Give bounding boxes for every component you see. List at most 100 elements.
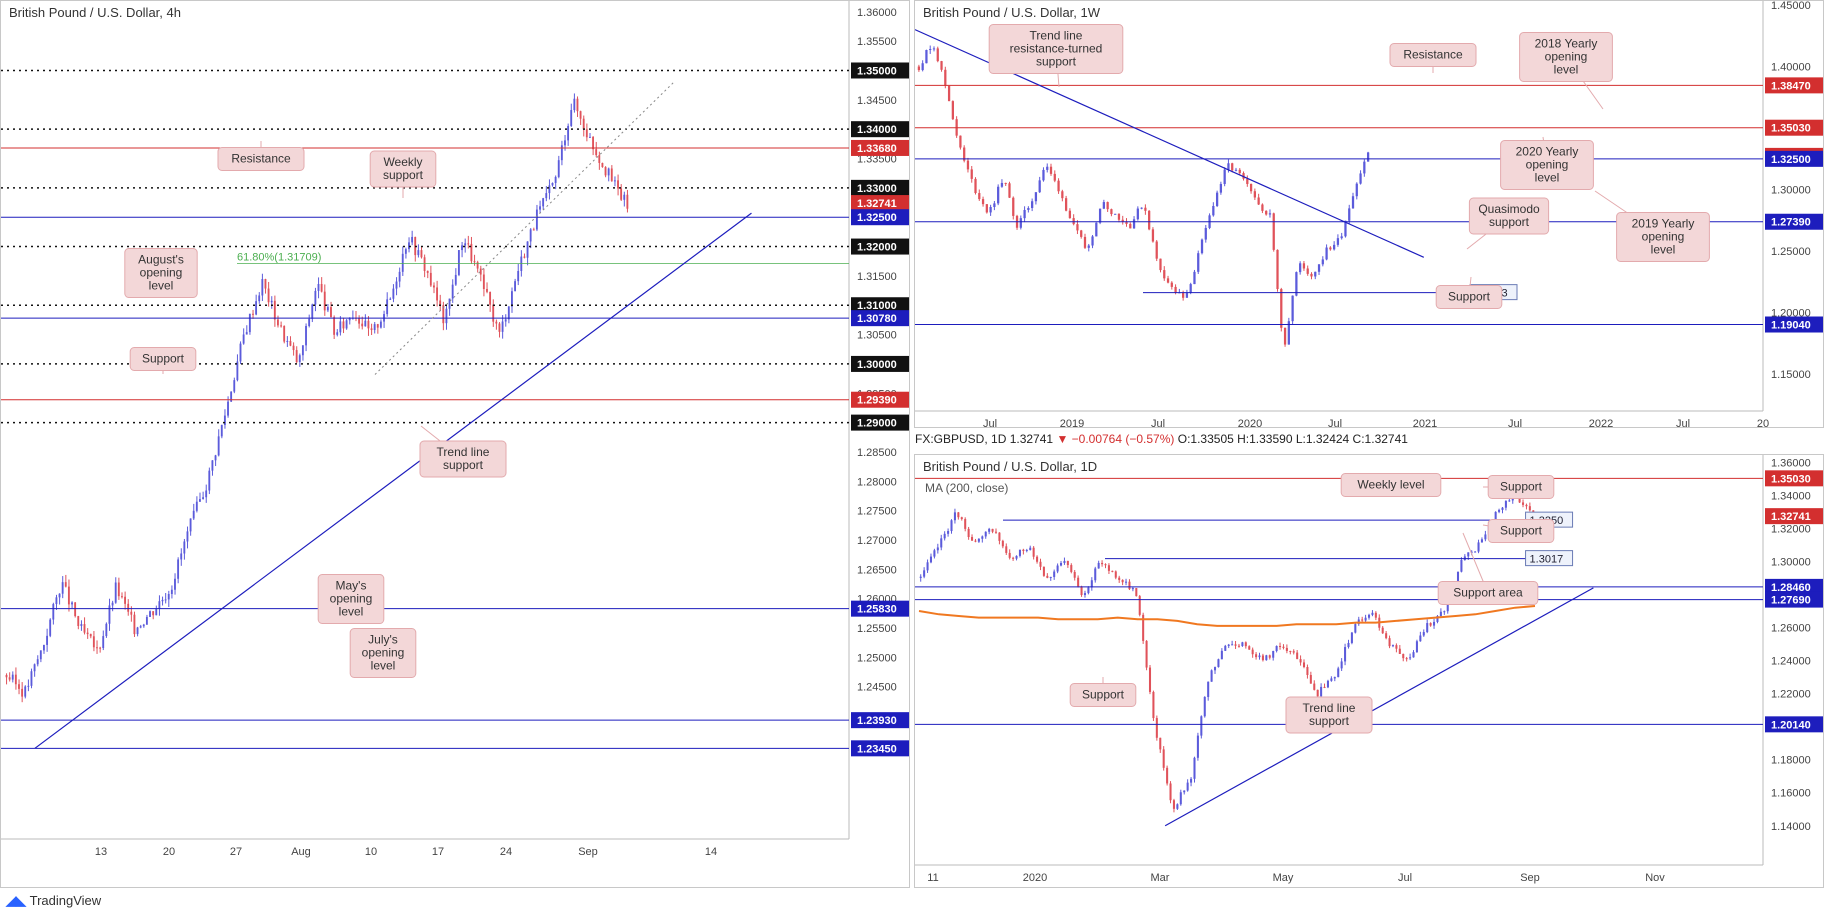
1w-candle-body: [1333, 244, 1336, 250]
4h-candle-body: [124, 596, 126, 604]
chart-1w-panel: 1.450001.400001.350001.300001.250001.200…: [914, 0, 1824, 428]
1w-candle-body: [963, 147, 966, 161]
4h-annotation-box: [317, 574, 385, 624]
1d-y-tick: 1.36000: [1771, 457, 1811, 469]
1d-annotation-text: Support: [1500, 524, 1543, 538]
4h-trend-line: [34, 212, 752, 749]
4h-candle-body: [308, 318, 311, 326]
1w-annotation-text: 2019 Yearly opening level: [1632, 217, 1695, 257]
1d-candle-body: [1152, 691, 1155, 719]
1w-candle-body: [1008, 183, 1011, 198]
1d-candle-body: [1309, 674, 1312, 684]
ticker-ohlc: O:1.33505 H:1.33590 L:1.32424 C:1.32741: [1177, 432, 1408, 446]
4h-candle-body: [373, 324, 376, 331]
1d-candle-body: [1456, 571, 1460, 583]
1w-price-tag-label: 1.32500: [1771, 154, 1811, 166]
1w-candle-body: [1151, 229, 1155, 242]
chart-1w-canvas[interactable]: 1.450001.400001.350001.300001.250001.200…: [915, 1, 1824, 428]
4h-candle-body: [158, 601, 161, 609]
4h-candle-body: [305, 325, 307, 346]
4h-candle-body: [420, 250, 423, 258]
4h-candle-body: [529, 229, 532, 242]
1w-candle-body: [981, 199, 985, 205]
1w-candle-body: [1102, 202, 1105, 209]
1w-x-tick: Jul: [983, 418, 997, 428]
1w-price-tag: [1765, 213, 1823, 230]
1w-price-tag: [1765, 77, 1823, 94]
4h-y-tick: 1.33500: [857, 154, 897, 166]
4h-price-tag: [851, 121, 909, 138]
4h-candle-body: [314, 290, 317, 305]
4h-candle-body: [161, 599, 164, 602]
chart-4h-canvas[interactable]: 1.36000 1.35500 1.35000 1.34500 1.34000 1.335…: [1, 1, 910, 888]
1d-candle-body: [1224, 645, 1227, 651]
1d-candle-body: [971, 537, 974, 541]
4h-candle-body: [289, 340, 292, 346]
1w-candle-body: [1072, 218, 1075, 225]
1w-y-tick: 1.15000: [1771, 369, 1811, 381]
1d-candle-body: [1186, 782, 1189, 791]
1w-candle-body: [966, 160, 970, 170]
1d-price-tag: [1765, 578, 1823, 595]
4h-candle-body: [74, 602, 77, 617]
1d-candle-body: [1148, 667, 1152, 692]
1w-annotation-line: level: [1651, 243, 1676, 257]
4h-candle-body: [183, 541, 186, 554]
1w-annotation-box: [1389, 43, 1477, 67]
4h-annotation-text: Weekly support: [383, 155, 424, 182]
1d-candle-body: [1128, 581, 1131, 590]
tradingview-logo[interactable]: ◢◣ TradingView: [6, 893, 101, 909]
4h-candle-body: [311, 304, 314, 319]
1w-y-tick: 1.25000: [1771, 246, 1811, 258]
4h-x-tick: Sep: [578, 846, 598, 858]
4h-candle-body: [457, 250, 460, 275]
4h-candle-body: [227, 401, 229, 416]
4h-candle-body: [27, 685, 30, 687]
1d-candle-body: [1056, 565, 1059, 572]
1d-candle-body: [981, 536, 984, 539]
4h-candle-body: [323, 291, 326, 311]
1d-candle-body: [1528, 506, 1531, 511]
1d-annotation-box: [1487, 519, 1555, 543]
4h-price-tag: [851, 238, 909, 255]
4h-candle-body: [476, 262, 479, 269]
4h-candle-body: [211, 460, 214, 471]
1w-candle-body: [1163, 270, 1166, 279]
chart-1d-canvas[interactable]: 1.360001.340001.320001.300001.280001.260…: [915, 455, 1824, 888]
4h-y-tick: 1.36000: [857, 7, 897, 19]
1d-candle-body: [1289, 650, 1292, 652]
4h-candle-body: [473, 261, 476, 263]
1d-candle-body: [926, 562, 929, 571]
4h-candle-body: [370, 328, 373, 331]
1w-candle-body: [1366, 152, 1370, 162]
1d-candle-body: [1080, 586, 1083, 596]
1w-price-tag-label: 1.35030: [1771, 123, 1811, 135]
1w-candle-body: [1219, 183, 1223, 193]
1w-annotation-box: [1468, 197, 1550, 235]
1w-candle-body: [1287, 321, 1290, 345]
4h-annotation-line: level: [339, 605, 364, 619]
1d-candle-body: [1282, 646, 1285, 648]
4h-candle-body: [145, 616, 148, 625]
1w-candle-body: [1253, 191, 1256, 198]
1w-price-tag: [1765, 119, 1823, 136]
1d-candle-body: [1049, 576, 1052, 578]
chart-1w-title: British Pound / U.S. Dollar, 1W: [923, 5, 1101, 20]
1d-candle-body: [1022, 549, 1025, 551]
4h-annotation-line: support: [443, 458, 484, 472]
1w-candle-body: [1276, 249, 1279, 290]
4h-candle-body: [49, 619, 52, 636]
ticker-change: ▼ −0.00764 (−0.57%): [1056, 432, 1175, 446]
4h-annotation-text: Resistance: [231, 152, 291, 166]
4h-candle-body: [239, 343, 242, 362]
1d-candle-body: [1039, 561, 1042, 567]
1d-candle-body: [1333, 677, 1336, 679]
4h-candle-body: [52, 604, 55, 620]
4h-candle-body: [199, 499, 201, 502]
1d-candle-body: [1111, 570, 1114, 572]
1w-candle-body: [1095, 222, 1098, 237]
1d-candle-body: [1077, 577, 1080, 587]
1d-candle-body: [1196, 735, 1199, 758]
1w-candle-body: [1042, 169, 1045, 181]
4h-candle-body: [24, 686, 27, 697]
